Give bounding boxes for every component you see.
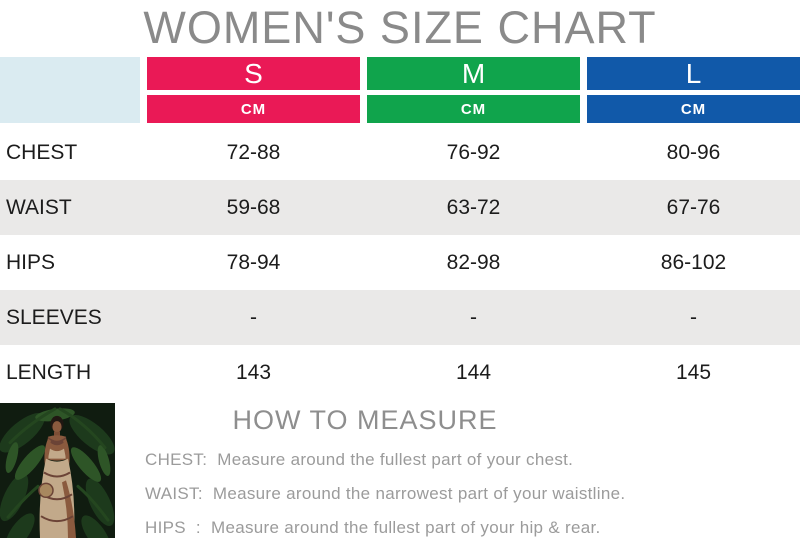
table-row-sleeves: SLEEVES - - - (0, 290, 800, 345)
cell-waist-s: 59-68 (226, 195, 281, 219)
cell-chest-m: 76-92 (446, 140, 501, 164)
corner-cell (0, 57, 140, 123)
cell-hips-m: 82-98 (446, 250, 501, 274)
unit-header-m: CM (367, 95, 580, 123)
cell-chest-s: 72-88 (226, 140, 281, 164)
row-label: WAIST (6, 195, 72, 219)
table-row-waist: WAIST 59-68 63-72 67-76 (0, 180, 800, 235)
size-header-m: M (367, 57, 580, 90)
cell-waist-m: 63-72 (446, 195, 501, 219)
size-header-l: L (587, 57, 800, 90)
cell-chest-l: 80-96 (666, 140, 721, 164)
table-row-hips: HIPS 78-94 82-98 86-102 (0, 235, 800, 290)
unit-header-l: CM (587, 95, 800, 123)
measure-guide-section: HOW TO MEASURE CHEST: Measure around the… (0, 403, 800, 538)
cell-length-m: 144 (455, 360, 492, 384)
cell-hips-s: 78-94 (226, 250, 281, 274)
row-label: HIPS (6, 250, 56, 274)
table-row-length: LENGTH 143 144 145 (0, 345, 800, 400)
product-photo (0, 403, 115, 538)
size-table-body: CHEST 72-88 76-92 80-96 WAIST 59-68 63-7… (0, 125, 800, 400)
table-row-chest: CHEST 72-88 76-92 80-96 (0, 125, 800, 180)
cell-sleeves-s: - (250, 305, 257, 329)
row-label: SLEEVES (6, 305, 102, 329)
measure-guide-title: HOW TO MEASURE (232, 405, 498, 435)
size-header-s: S (147, 57, 360, 90)
row-label: CHEST (6, 140, 78, 164)
cell-length-l: 145 (675, 360, 712, 384)
cell-sleeves-l: - (690, 305, 697, 329)
cell-hips-l: 86-102 (660, 250, 727, 274)
measure-instruction-chest: CHEST: Measure around the fullest part o… (145, 450, 574, 469)
cell-length-s: 143 (235, 360, 272, 384)
measure-guide: HOW TO MEASURE CHEST: Measure around the… (115, 403, 626, 538)
cell-waist-l: 67-76 (666, 195, 721, 219)
row-label: LENGTH (6, 360, 92, 384)
measure-instruction-hips: HIPS : Measure around the fullest part o… (145, 518, 601, 537)
unit-header-s: CM (147, 95, 360, 123)
size-table-header: S M L CM CM CM (0, 57, 800, 123)
cell-sleeves-m: - (470, 305, 477, 329)
page-title: WOMEN'S SIZE CHART (143, 2, 657, 53)
measure-instruction-waist: WAIST: Measure around the narrowest part… (145, 484, 626, 503)
